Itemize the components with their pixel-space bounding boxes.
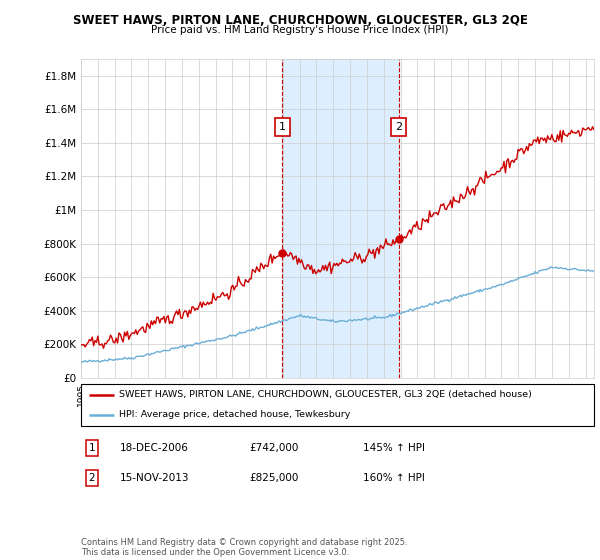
Text: SWEET HAWS, PIRTON LANE, CHURCHDOWN, GLOUCESTER, GL3 2QE (detached house): SWEET HAWS, PIRTON LANE, CHURCHDOWN, GLO… [119, 390, 532, 399]
Text: 2: 2 [88, 473, 95, 483]
Text: £825,000: £825,000 [249, 473, 298, 483]
Text: £742,000: £742,000 [249, 443, 298, 453]
Text: 15-NOV-2013: 15-NOV-2013 [120, 473, 190, 483]
Text: Price paid vs. HM Land Registry's House Price Index (HPI): Price paid vs. HM Land Registry's House … [151, 25, 449, 35]
Text: 1: 1 [88, 443, 95, 453]
Text: 18-DEC-2006: 18-DEC-2006 [120, 443, 189, 453]
Text: Contains HM Land Registry data © Crown copyright and database right 2025.
This d: Contains HM Land Registry data © Crown c… [81, 538, 407, 557]
Text: 160% ↑ HPI: 160% ↑ HPI [363, 473, 425, 483]
Bar [282, 59, 398, 378]
Text: HPI: Average price, detached house, Tewkesbury: HPI: Average price, detached house, Tewk… [119, 410, 351, 419]
Text: SWEET HAWS, PIRTON LANE, CHURCHDOWN, GLOUCESTER, GL3 2QE: SWEET HAWS, PIRTON LANE, CHURCHDOWN, GLO… [73, 14, 527, 27]
Text: 2: 2 [395, 122, 402, 132]
Text: 145% ↑ HPI: 145% ↑ HPI [363, 443, 425, 453]
Text: 1: 1 [278, 122, 286, 132]
